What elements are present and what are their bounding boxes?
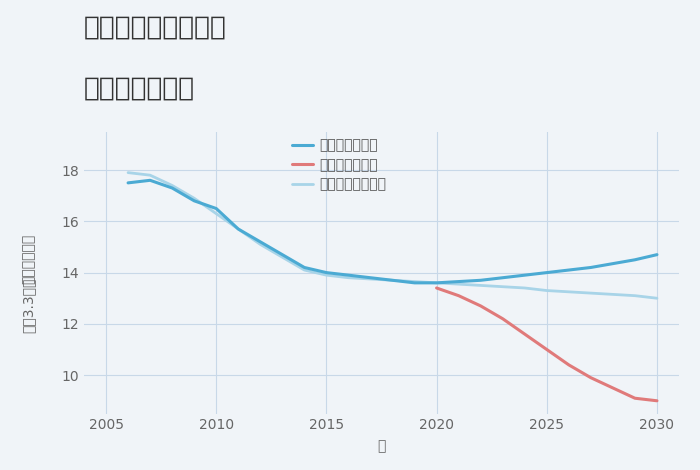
ノーマルシナリオ — [212, 211, 220, 217]
バッドシナリオ — [542, 347, 551, 352]
バッドシナリオ — [521, 331, 529, 337]
グッドシナリオ — [631, 257, 639, 263]
ノーマルシナリオ — [477, 282, 485, 288]
グッドシナリオ — [256, 239, 265, 245]
バッドシナリオ — [587, 375, 595, 381]
ノーマルシナリオ — [146, 172, 154, 178]
ノーマルシナリオ — [609, 291, 617, 297]
ノーマルシナリオ — [521, 285, 529, 291]
グッドシナリオ — [521, 272, 529, 278]
ノーマルシナリオ — [565, 289, 573, 295]
グッドシナリオ — [146, 178, 154, 183]
グッドシナリオ — [410, 280, 419, 286]
グッドシナリオ — [565, 267, 573, 273]
Line: ノーマルシナリオ: ノーマルシナリオ — [128, 172, 657, 298]
ノーマルシナリオ — [587, 290, 595, 296]
グッドシナリオ — [433, 280, 441, 286]
ノーマルシナリオ — [410, 279, 419, 284]
グッドシナリオ — [124, 180, 132, 186]
ノーマルシナリオ — [234, 226, 242, 232]
Text: 坪（3.3㎡）: 坪（3.3㎡） — [21, 278, 35, 333]
ノーマルシナリオ — [366, 276, 375, 282]
グッドシナリオ — [587, 265, 595, 270]
グッドシナリオ — [234, 226, 242, 232]
バッドシナリオ — [454, 293, 463, 298]
バッドシナリオ — [477, 303, 485, 309]
ノーマルシナリオ — [433, 280, 441, 286]
Line: グッドシナリオ: グッドシナリオ — [128, 180, 657, 283]
Text: 土地の価格推移: 土地の価格推移 — [84, 75, 195, 101]
Legend: グッドシナリオ, バッドシナリオ, ノーマルシナリオ: グッドシナリオ, バッドシナリオ, ノーマルシナリオ — [292, 139, 386, 192]
バッドシナリオ — [433, 285, 441, 291]
ノーマルシナリオ — [124, 170, 132, 175]
グッドシナリオ — [300, 265, 309, 270]
グッドシナリオ — [477, 277, 485, 283]
ノーマルシナリオ — [498, 284, 507, 290]
ノーマルシナリオ — [278, 254, 286, 260]
ノーマルシナリオ — [542, 288, 551, 293]
バッドシナリオ — [631, 395, 639, 401]
グッドシナリオ — [278, 252, 286, 258]
ノーマルシナリオ — [344, 275, 353, 281]
ノーマルシナリオ — [190, 196, 198, 201]
バッドシナリオ — [498, 316, 507, 321]
Line: バッドシナリオ: バッドシナリオ — [437, 288, 657, 401]
グッドシナリオ — [212, 206, 220, 212]
グッドシナリオ — [322, 270, 330, 275]
X-axis label: 年: 年 — [377, 439, 386, 454]
ノーマルシナリオ — [168, 183, 176, 188]
Text: 単価（万円）: 単価（万円） — [21, 234, 35, 283]
グッドシナリオ — [609, 261, 617, 266]
ノーマルシナリオ — [454, 282, 463, 287]
グッドシナリオ — [190, 198, 198, 204]
ノーマルシナリオ — [256, 242, 265, 247]
グッドシナリオ — [454, 279, 463, 284]
グッドシナリオ — [498, 275, 507, 281]
バッドシナリオ — [565, 362, 573, 368]
グッドシナリオ — [542, 270, 551, 275]
バッドシナリオ — [653, 398, 662, 404]
グッドシナリオ — [389, 277, 397, 283]
ノーマルシナリオ — [631, 293, 639, 298]
バッドシナリオ — [609, 385, 617, 391]
グッドシナリオ — [168, 185, 176, 191]
グッドシナリオ — [344, 272, 353, 278]
ノーマルシナリオ — [389, 277, 397, 283]
ノーマルシナリオ — [322, 272, 330, 278]
Text: 三重県津市新家町の: 三重県津市新家町の — [84, 14, 227, 40]
グッドシナリオ — [653, 252, 662, 258]
ノーマルシナリオ — [300, 267, 309, 273]
ノーマルシナリオ — [653, 296, 662, 301]
グッドシナリオ — [366, 275, 375, 281]
